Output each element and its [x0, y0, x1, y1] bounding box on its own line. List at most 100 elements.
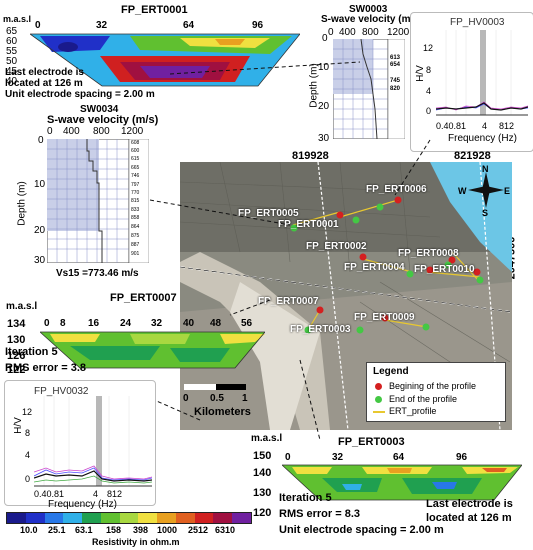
sw0034-profile — [47, 139, 149, 263]
map-label-ert0010[interactable]: FP_ERT0010 — [414, 264, 475, 275]
x-tick: 800 — [362, 27, 379, 38]
hv0032-title: FP_HV0032 — [34, 386, 89, 397]
map-label-ert0006[interactable]: FP_ERT0006 — [366, 184, 427, 195]
sw0034-value: 746 — [131, 173, 140, 179]
map-label-ert0001[interactable]: FP_ERT0001 — [278, 219, 339, 230]
x-tick: 64 — [183, 20, 195, 31]
ert0001-note: Last electrode is — [5, 67, 84, 78]
y-tick: 130 — [7, 334, 26, 346]
x-tick: 32 — [332, 452, 344, 463]
compass-e: E — [504, 186, 511, 196]
colorbar-swatch — [7, 513, 26, 523]
y-tick: 8 — [25, 428, 31, 438]
ert0001-note: Unit electrode spacing = 2.00 m — [5, 89, 155, 100]
colorbar-tick: 2512 — [188, 525, 209, 535]
y-tick: 0 — [25, 474, 31, 484]
sw0034-value: 833 — [131, 207, 140, 213]
y-tick: 126 — [7, 350, 26, 362]
colorbar-swatch — [100, 513, 120, 523]
profile-start-points — [316, 196, 481, 322]
colorbar-tick: 158 — [106, 525, 122, 535]
hv0003-plot — [436, 30, 528, 116]
sw0003-value: 613 — [390, 55, 401, 61]
colorbar-label: Resistivity in ohm.m — [92, 537, 180, 547]
colorbar-swatch — [194, 513, 214, 523]
y-tick: 55 — [6, 46, 18, 57]
hv0003-xlabel: Frequency (Hz) — [448, 133, 517, 144]
map-label-ert0008[interactable]: FP_ERT0008 — [398, 248, 459, 259]
sw0034-value: 797 — [131, 182, 140, 188]
y-tick: 122 — [7, 364, 26, 376]
y-tick: 10 — [318, 62, 330, 73]
compass-n: N — [482, 164, 489, 174]
sw0034-value: 600 — [131, 148, 140, 154]
map-label-ert0002[interactable]: FP_ERT0002 — [306, 241, 367, 252]
hv0003-panel — [410, 12, 533, 152]
colorbar-swatch — [44, 513, 64, 523]
ert0007-unit-label: m.a.s.l — [6, 301, 38, 312]
map-label-ert0003[interactable]: FP_ERT0003 — [290, 324, 351, 335]
colorbar-tick: 10.0 — [20, 525, 38, 535]
x-tick: 4 — [93, 489, 99, 499]
x-tick: 32 — [96, 20, 108, 31]
x-tick: 96 — [252, 20, 264, 31]
x-tick: 8 — [60, 318, 66, 329]
colorbar-tick: 6310 — [215, 525, 236, 535]
ert0003-spacing: Unit electrode spacing = 2.00 m — [279, 524, 444, 536]
ert0003-unit-label: m.a.s.l — [251, 433, 283, 444]
hv0032-xlabel: Frequency (Hz) — [48, 499, 117, 510]
map-legend: Legend Begining of the profile End of th… — [366, 362, 506, 422]
hv0032-ylabel: H/V — [12, 417, 24, 434]
resistivity-colorbar — [6, 512, 252, 524]
sw0034-value: 864 — [131, 224, 140, 230]
y-tick: 20 — [318, 101, 330, 112]
colorbar-swatch — [138, 513, 158, 523]
compass-s: S — [482, 208, 489, 218]
y-tick: 4 — [426, 86, 432, 96]
easting-label: 819928 — [292, 150, 329, 162]
colorbar-swatch — [175, 513, 195, 523]
sw0034-value: 815 — [131, 198, 140, 204]
y-tick: 60 — [6, 36, 18, 47]
compass-w: W — [458, 186, 467, 196]
y-tick: 12 — [423, 43, 434, 53]
colorbar-swatch — [25, 513, 45, 523]
colorbar-swatch — [82, 513, 101, 523]
map-label-ert0009[interactable]: FP_ERT0009 — [354, 312, 415, 323]
sw0034-value: 615 — [131, 156, 140, 162]
colorbar-swatch — [232, 513, 251, 523]
map-label-ert0005[interactable]: FP_ERT0005 — [238, 208, 299, 219]
sw0034-vs15: Vs15 =773.46 m/s — [56, 268, 139, 279]
ert0001-section — [30, 33, 300, 87]
x-tick: 812 — [499, 121, 515, 131]
legend-item: End of the profile — [389, 394, 458, 404]
scale-tick: 1 — [242, 393, 248, 404]
sw0003-value: 654 — [390, 62, 401, 68]
x-tick: 0 — [285, 452, 291, 463]
sw0034-value: 665 — [131, 165, 140, 171]
y-tick: 50 — [6, 56, 18, 67]
colorbar-tick: 25.1 — [48, 525, 66, 535]
ert0003-note: located at 126 m — [426, 512, 512, 524]
scale-tick: 0.5 — [210, 393, 224, 404]
y-tick: 134 — [7, 318, 26, 330]
x-tick: 1200 — [387, 27, 410, 38]
hv0032-panel — [4, 380, 156, 506]
sw0003-title: SW0003 — [349, 4, 388, 15]
map-label-ert0004[interactable]: FP_ERT0004 — [344, 262, 405, 273]
green-dot-icon — [375, 396, 382, 403]
x-tick: 96 — [456, 452, 468, 463]
red-dot-icon — [375, 383, 382, 390]
colorbar-swatch — [119, 513, 139, 523]
x-tick: 4 — [482, 121, 488, 131]
map-label-ert0007[interactable]: FP_ERT0007 — [258, 296, 319, 307]
legend-item: ERT_profile — [389, 406, 437, 416]
ert0003-section — [282, 464, 522, 501]
colorbar-tick: 398 — [133, 525, 149, 535]
x-tick: 0 — [35, 20, 41, 31]
ert0007-section — [40, 331, 265, 369]
hv0032-plot — [34, 396, 152, 487]
ert0001-note: located at 126 m — [5, 78, 83, 89]
hv0003-title: FP_HV0003 — [450, 17, 505, 28]
sw0003-subtitle: S-wave velocity (m/s) — [321, 14, 423, 25]
